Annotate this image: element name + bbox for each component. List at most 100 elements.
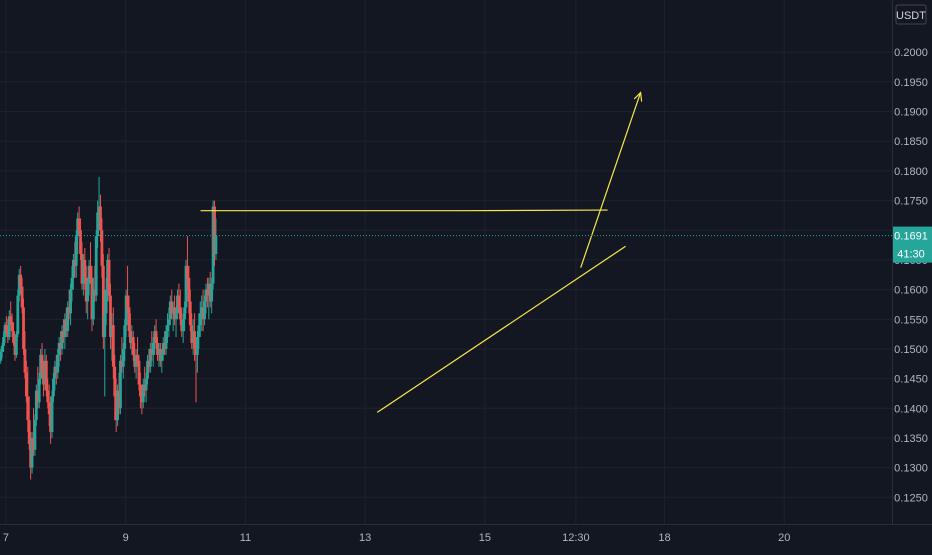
candle — [29, 432, 33, 480]
candle-body — [147, 360, 151, 367]
candle-body — [79, 230, 82, 254]
candle — [100, 218, 104, 278]
candle-body — [148, 348, 152, 367]
drawings-group[interactable] — [200, 91, 643, 413]
currency-badge[interactable]: USDT — [895, 4, 927, 25]
candle — [153, 325, 157, 355]
candle-body — [164, 331, 168, 349]
candle — [136, 337, 139, 367]
x-tick-label: 18 — [658, 532, 670, 544]
time-axis[interactable]: 7 9 11 13 15 12:30 18 20 — [0, 524, 932, 550]
candle — [53, 360, 57, 391]
candle — [148, 343, 152, 373]
candle — [134, 348, 138, 379]
candle — [80, 242, 84, 290]
candle — [138, 372, 142, 409]
candle — [166, 313, 169, 344]
grid-lines — [0, 0, 892, 524]
candle — [140, 384, 144, 415]
countdown-label: 41:30 — [897, 249, 925, 261]
candle-body — [208, 283, 212, 302]
candle — [168, 295, 172, 326]
candle-body — [27, 420, 31, 444]
candle — [96, 200, 100, 249]
projection-arrow[interactable] — [580, 92, 642, 268]
candle-body — [50, 396, 54, 433]
candle — [103, 289, 107, 397]
candle — [111, 307, 115, 379]
candle-body — [210, 283, 214, 302]
y-tick-label: 0.1850 — [894, 136, 928, 148]
candle-body — [22, 307, 25, 349]
candle-body — [141, 384, 145, 403]
candle-body — [7, 316, 11, 338]
candle — [52, 372, 55, 403]
candle-body — [32, 437, 35, 450]
candle-body — [109, 295, 112, 338]
candle-body — [90, 277, 94, 320]
candle — [59, 331, 62, 361]
arrow-head — [633, 91, 643, 102]
candle-body — [121, 348, 125, 367]
candle — [207, 277, 211, 320]
candle — [116, 384, 119, 427]
candle-body — [83, 259, 87, 278]
candle-body — [63, 319, 67, 338]
candle — [146, 354, 149, 385]
resistance-line[interactable] — [200, 209, 608, 212]
candle-body — [72, 259, 75, 278]
candle — [114, 378, 118, 433]
candle — [120, 337, 124, 373]
candle — [27, 396, 31, 450]
candle-body — [150, 348, 154, 355]
candle-body — [74, 236, 78, 266]
candle — [129, 313, 132, 349]
candle-body — [186, 265, 189, 278]
candle — [44, 354, 48, 397]
candle-body — [14, 334, 18, 355]
candle — [36, 366, 40, 409]
y-tick-label: 0.1400 — [894, 403, 928, 415]
candle — [50, 390, 54, 438]
candle — [14, 331, 18, 358]
candle — [164, 325, 168, 355]
candle-body — [33, 420, 37, 450]
candle — [188, 289, 192, 332]
candle — [42, 360, 45, 397]
candle — [130, 325, 134, 355]
candle — [213, 200, 216, 266]
candle-body — [130, 337, 134, 344]
candle-body — [120, 360, 124, 367]
x-tick-label: 13 — [359, 532, 371, 544]
candle — [107, 248, 111, 302]
candle — [23, 331, 27, 379]
price-axis[interactable]: 0.20000.19500.19000.18500.18000.17500.17… — [892, 0, 932, 524]
candle-body — [173, 307, 177, 320]
x-tick-label: 12:30 — [562, 532, 590, 544]
candle — [69, 283, 72, 326]
candle — [66, 301, 70, 338]
candle — [160, 348, 164, 373]
candle — [34, 384, 38, 427]
candle-body — [207, 283, 211, 296]
candle-body — [213, 206, 216, 254]
candle — [187, 265, 191, 314]
candle — [5, 316, 8, 335]
candle-body — [49, 414, 53, 433]
candle-body — [161, 343, 165, 355]
candle-body — [127, 307, 131, 332]
candle — [79, 218, 82, 260]
candle — [0, 348, 3, 364]
y-tick-label: 0.1350 — [894, 433, 928, 445]
candle-body — [191, 331, 195, 344]
candle-body — [42, 372, 45, 385]
candle-body — [34, 390, 38, 421]
candle-body — [136, 354, 139, 361]
candle-body — [107, 259, 111, 296]
candle — [13, 337, 17, 361]
candle — [90, 265, 94, 332]
ascending-trendline[interactable] — [376, 245, 626, 413]
